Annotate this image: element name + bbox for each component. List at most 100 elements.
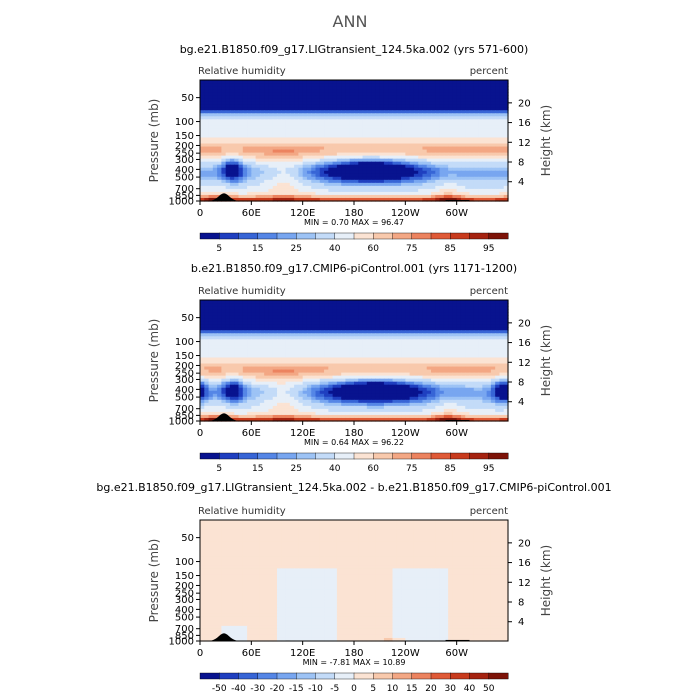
field-cell — [495, 113, 501, 117]
field-cell — [285, 303, 291, 307]
field-cell — [354, 125, 359, 130]
field-cell — [289, 312, 295, 316]
field-cell — [217, 378, 222, 383]
field-cell — [482, 185, 488, 190]
field-cell — [478, 104, 483, 108]
field-cell — [460, 134, 466, 139]
field-cell — [259, 137, 265, 142]
field-cell — [448, 155, 453, 160]
field-cell — [315, 104, 321, 108]
field-cell — [388, 158, 394, 163]
field-cell — [396, 98, 402, 102]
field-cell — [281, 170, 287, 175]
field-cell — [281, 197, 287, 202]
field-cell — [405, 312, 411, 316]
field-cell — [375, 321, 381, 325]
field-cell — [452, 354, 458, 359]
field-cell — [212, 188, 218, 193]
field-cell — [422, 348, 428, 353]
field-cell — [264, 143, 270, 148]
field-cell — [379, 149, 385, 154]
field-cell — [289, 345, 295, 350]
field-cell — [362, 369, 368, 374]
field-cell — [255, 339, 261, 343]
field-cell — [225, 167, 231, 172]
field-cell — [242, 345, 248, 350]
field-cell — [332, 110, 338, 114]
field-cell — [418, 372, 424, 377]
field-cell — [418, 375, 424, 380]
field-cell — [259, 366, 265, 371]
field-cell — [277, 89, 282, 93]
field-cell — [315, 197, 321, 202]
field-cell — [388, 119, 394, 123]
field-cell — [311, 101, 317, 105]
field-cell — [473, 309, 479, 313]
field-cell — [366, 107, 372, 111]
field-cell — [486, 119, 492, 123]
colorbar-swatch — [450, 232, 470, 240]
field-cell — [486, 351, 492, 356]
field-cell — [259, 339, 265, 343]
field-cell — [306, 167, 312, 172]
field-cell — [247, 185, 252, 190]
field-cell — [272, 134, 278, 139]
field-cell — [354, 107, 359, 111]
field-cell — [392, 182, 398, 187]
field-cell — [259, 309, 265, 313]
field-cell — [302, 143, 308, 148]
field-cell — [443, 300, 449, 304]
field-cell — [379, 92, 385, 96]
field-cell — [306, 95, 312, 99]
field-cell — [336, 321, 342, 325]
field-cell — [285, 182, 291, 187]
field-cell — [315, 146, 321, 151]
field-cell — [383, 345, 389, 350]
field-cell — [212, 309, 218, 313]
field-cell — [460, 95, 466, 99]
field-cell — [422, 197, 428, 202]
field-cell — [490, 354, 496, 359]
field-cell — [439, 101, 445, 105]
field-cell — [285, 143, 291, 148]
field-cell — [439, 98, 445, 102]
field-cell — [264, 369, 270, 374]
field-cell — [345, 309, 351, 313]
field-cell — [328, 173, 334, 178]
field-cell — [225, 113, 231, 117]
field-cell — [465, 158, 471, 163]
field-cell — [281, 113, 287, 117]
field-cell — [439, 116, 445, 120]
field-cell — [272, 351, 278, 356]
field-cell — [328, 321, 334, 325]
field-cell — [315, 92, 321, 96]
field-cell — [306, 366, 312, 371]
field-cell — [396, 345, 402, 350]
field-cell — [217, 384, 222, 389]
field-cell — [499, 381, 505, 386]
field-cell — [431, 366, 436, 371]
field-cell — [328, 116, 334, 120]
field-cell — [443, 354, 449, 359]
field-cell — [469, 155, 475, 160]
field-cell — [431, 155, 436, 160]
field-cell — [358, 140, 364, 145]
field-cell — [311, 122, 317, 126]
field-cell — [285, 336, 291, 340]
field-cell — [448, 98, 453, 102]
field-cell — [221, 113, 227, 117]
field-cell — [422, 98, 428, 102]
field-cell — [285, 137, 291, 142]
field-cell — [435, 122, 441, 126]
field-cell — [478, 173, 483, 178]
field-cell — [482, 140, 488, 145]
field-cell — [392, 176, 398, 181]
field-cell — [311, 378, 317, 383]
field-cell — [294, 92, 299, 96]
field-cell — [401, 173, 406, 178]
field-cell — [413, 131, 419, 136]
field-cell — [242, 89, 248, 93]
field-cell — [388, 327, 394, 331]
field-cell — [443, 173, 449, 178]
field-cell — [268, 116, 274, 120]
